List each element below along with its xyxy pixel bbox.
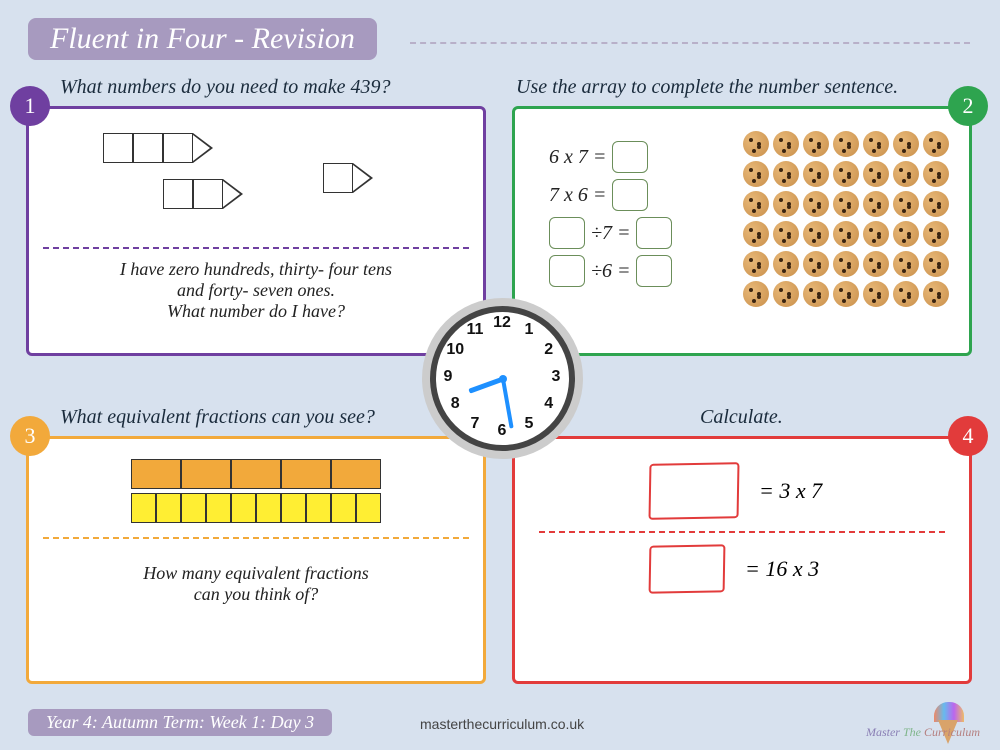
cookie-icon — [863, 131, 889, 157]
answer-box[interactable] — [549, 255, 585, 287]
q1-panel: I have zero hundreds, thirty- four tensa… — [26, 106, 486, 356]
cookie-icon — [803, 131, 829, 157]
clock-number: 1 — [517, 321, 541, 339]
calc-row: = 16 x 3 — [649, 545, 955, 593]
q4-badge: 4 — [948, 416, 988, 456]
cookie-icon — [923, 161, 949, 187]
place-value-arrow — [323, 163, 373, 193]
cookie-icon — [863, 281, 889, 307]
cookie-icon — [743, 161, 769, 187]
cookie-icon — [833, 191, 859, 217]
cookie-icon — [923, 131, 949, 157]
q3-panel: How many equivalent fractionscan you thi… — [26, 436, 486, 684]
cookie-icon — [743, 281, 769, 307]
cookie-icon — [893, 251, 919, 277]
clock-number: 9 — [436, 368, 460, 386]
header-divider — [410, 42, 970, 44]
cookie-icon — [833, 131, 859, 157]
q3-subquestion: How many equivalent fractionscan you thi… — [43, 563, 469, 605]
cookie-icon — [773, 221, 799, 247]
clock-number: 10 — [443, 341, 467, 359]
clock-number: 5 — [517, 415, 541, 433]
cookie-icon — [803, 191, 829, 217]
cookie-array — [743, 131, 951, 309]
logo-icon — [934, 702, 964, 722]
clock-number: 8 — [443, 395, 467, 413]
cookie-icon — [863, 191, 889, 217]
cookie-icon — [743, 191, 769, 217]
fraction-bar — [131, 493, 381, 523]
cookie-icon — [803, 221, 829, 247]
cookie-icon — [833, 161, 859, 187]
cookie-icon — [893, 191, 919, 217]
q2-panel: 6 x 7 =7 x 6 =÷7 =÷6 = — [512, 106, 972, 356]
q2-prompt: Use the array to complete the number sen… — [516, 76, 898, 99]
cookie-icon — [863, 161, 889, 187]
cookie-icon — [923, 191, 949, 217]
q3-badge: 3 — [10, 416, 50, 456]
place-value-arrow — [163, 179, 243, 209]
cookie-icon — [893, 131, 919, 157]
cookie-icon — [863, 221, 889, 247]
logo-text: Master The Curriculum — [866, 725, 980, 740]
cookie-icon — [833, 281, 859, 307]
cookie-icon — [743, 131, 769, 157]
cookie-icon — [743, 221, 769, 247]
cookie-icon — [893, 161, 919, 187]
cookie-icon — [833, 221, 859, 247]
cookie-icon — [893, 281, 919, 307]
answer-box[interactable] — [648, 462, 739, 520]
q4-divider — [539, 531, 945, 533]
cookie-icon — [743, 251, 769, 277]
answer-box[interactable] — [636, 217, 672, 249]
answer-box[interactable] — [612, 179, 648, 211]
answer-box[interactable] — [612, 141, 648, 173]
q1-prompt: What numbers do you need to make 439? — [60, 76, 391, 99]
fraction-bar — [131, 459, 381, 489]
clock-number: 12 — [490, 314, 514, 332]
footer-tag: Year 4: Autumn Term: Week 1: Day 3 — [28, 709, 332, 736]
place-value-arrow — [103, 133, 213, 163]
answer-box[interactable] — [636, 255, 672, 287]
q1-subquestion: I have zero hundreds, thirty- four tensa… — [43, 259, 469, 322]
cookie-icon — [803, 161, 829, 187]
cookie-icon — [923, 221, 949, 247]
clock: 121234567891011 — [430, 306, 575, 451]
cookie-icon — [773, 191, 799, 217]
cookie-icon — [773, 251, 799, 277]
cookie-icon — [773, 131, 799, 157]
clock-center — [499, 375, 507, 383]
page-title: Fluent in Four - Revision — [28, 18, 377, 60]
q3-prompt: What equivalent fractions can you see? — [60, 406, 375, 429]
clock-number: 3 — [544, 368, 568, 386]
clock-number: 11 — [463, 321, 487, 339]
q2-badge: 2 — [948, 86, 988, 126]
q4-prompt: Calculate. — [700, 406, 783, 429]
cookie-icon — [923, 281, 949, 307]
cookie-icon — [803, 251, 829, 277]
cookie-icon — [923, 251, 949, 277]
cookie-icon — [833, 251, 859, 277]
cookie-icon — [893, 221, 919, 247]
q4-panel: = 3 x 7 = 16 x 3 — [512, 436, 972, 684]
answer-box[interactable] — [649, 544, 726, 593]
clock-number: 7 — [463, 415, 487, 433]
footer-url: masterthecurriculum.co.uk — [420, 716, 584, 732]
clock-minute-hand — [501, 378, 514, 428]
q1-badge: 1 — [10, 86, 50, 126]
clock-number: 4 — [537, 395, 561, 413]
answer-box[interactable] — [549, 217, 585, 249]
q1-divider — [43, 247, 469, 249]
calc-row: = 3 x 7 — [649, 463, 955, 519]
cookie-icon — [773, 281, 799, 307]
clock-number: 2 — [537, 341, 561, 359]
q3-divider — [43, 537, 469, 539]
cookie-icon — [773, 161, 799, 187]
cookie-icon — [803, 281, 829, 307]
cookie-icon — [863, 251, 889, 277]
